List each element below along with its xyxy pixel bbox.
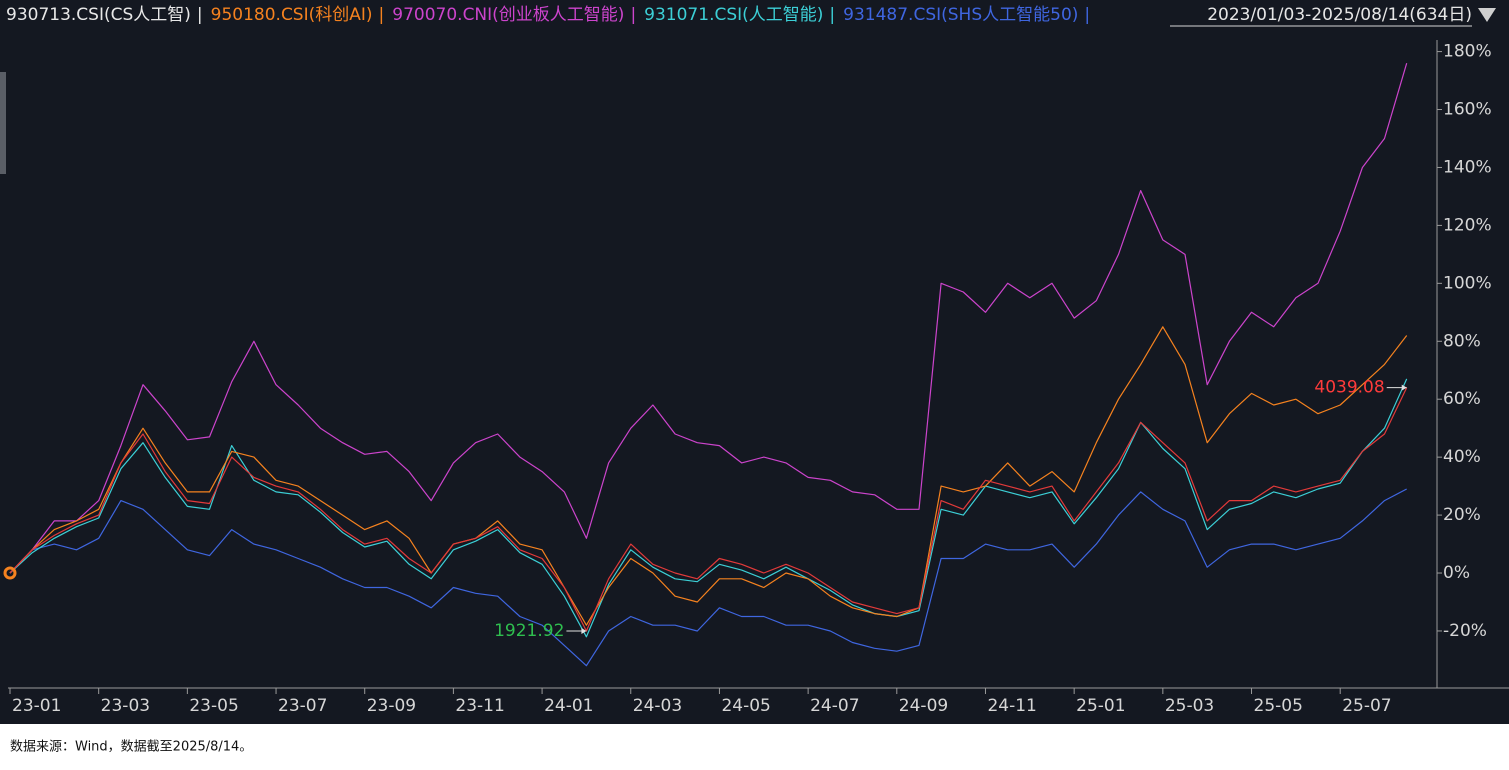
x-tick-label: 23-01 [12,696,61,716]
x-tick-label: 25-03 [1165,696,1214,716]
x-tick-label: 23-07 [278,696,327,716]
legend-entry[interactable]: 931487.CSI(SHS人工智能50) [843,5,1078,25]
start-marker [3,566,17,580]
date-range[interactable]: 2023/01/03-2025/08/14(634日) [1207,5,1472,25]
legend-entry[interactable]: 930713.CSI(CS人工智) [6,5,191,25]
x-tick-label: 23-05 [189,696,238,716]
source-note: 数据来源：Wind，数据截至2025/8/14。 [10,740,252,755]
dropdown-arrow[interactable] [1478,8,1496,22]
x-tick-label: 23-09 [367,696,416,716]
series-line [9,326,1408,626]
scroll-handle [0,72,6,174]
x-tick-label: 24-07 [810,696,859,716]
series-line [9,63,1408,574]
y-tick-label: 140% [1443,157,1492,177]
annotation-arrow [1401,384,1407,391]
y-tick-label: -20% [1443,621,1487,641]
series-line [9,387,1408,632]
legend-entry[interactable]: 931071.CSI(人工智能) [644,5,823,25]
legend-entry[interactable]: 970070.CNI(创业板人工智能) [392,5,624,25]
series-line [9,378,1408,638]
y-tick-label: 40% [1443,447,1481,467]
legend-entry[interactable]: 950180.CSI(科创AI) [211,5,373,25]
y-tick-label: 120% [1443,215,1492,235]
annotation-arrow [581,627,587,634]
legend-separator: | [197,5,203,25]
x-tick-label: 24-01 [544,696,593,716]
legend-separator: | [829,5,835,25]
y-tick-label: 100% [1443,273,1492,293]
legend-separator: | [379,5,385,25]
annotation-label: 1921.92 [494,621,564,641]
x-tick-label: 24-11 [987,696,1036,716]
x-tick-label: 23-03 [101,696,150,716]
x-tick-label: 25-05 [1254,696,1303,716]
x-tick-label: 24-03 [633,696,682,716]
y-tick-label: 20% [1443,505,1481,525]
annotation-label: 4039.08 [1314,378,1384,398]
x-tick-label: 23-11 [455,696,504,716]
x-tick-label: 25-01 [1076,696,1125,716]
legend-separator: | [630,5,636,25]
chart-background [0,0,1509,724]
y-tick-label: 0% [1443,563,1470,583]
x-tick-label: 24-05 [721,696,770,716]
y-tick-label: 180% [1443,42,1492,62]
y-tick-label: 60% [1443,389,1481,409]
y-tick-label: 160% [1443,100,1492,120]
x-tick-label: 25-07 [1342,696,1391,716]
y-tick-label: 80% [1443,331,1481,351]
series-line [9,488,1407,667]
legend-separator: | [1084,5,1090,25]
x-tick-label: 24-09 [899,696,948,716]
